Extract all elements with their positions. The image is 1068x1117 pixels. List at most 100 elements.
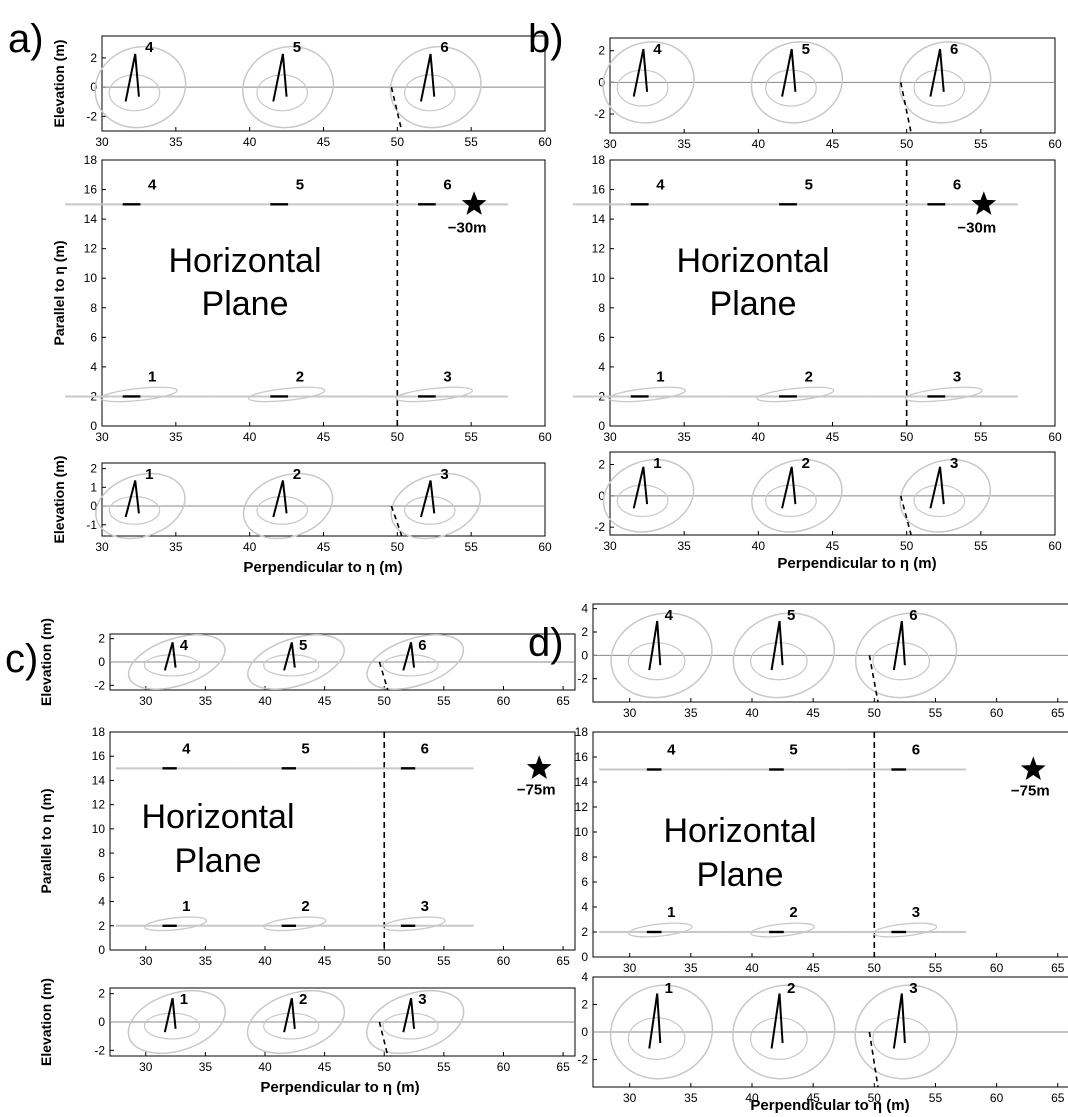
x-tick-label: 50: [391, 135, 405, 149]
y-tick-label: 2: [98, 632, 105, 646]
y-tick-label: 10: [575, 825, 589, 839]
particle-path: [929, 466, 945, 509]
sensor-label: 4: [667, 742, 676, 759]
sensor-label: 4: [665, 607, 674, 624]
orbit-trace: [395, 386, 474, 403]
panel-a: a)30354045505560-20245630354045505560024…: [8, 17, 552, 554]
orbit-trace: [750, 1017, 808, 1060]
particle-path: [283, 997, 296, 1033]
x-tick-label: 35: [199, 1060, 213, 1074]
x-tick-label: 35: [677, 430, 691, 444]
wavefront-dashed-line: [378, 661, 389, 691]
sensor-label: 2: [301, 898, 309, 915]
x-tick-label: 65: [1051, 961, 1065, 975]
y-tick-label: 18: [592, 153, 606, 167]
subplot-top: 30 35 40 45 50 55 60 65-202 4 5 6: [94, 632, 576, 708]
orbit-trace: [872, 1017, 931, 1060]
source-star: [971, 191, 997, 215]
wavefront-dashed-line: [868, 655, 879, 703]
x-tick-label: 60: [1048, 137, 1062, 151]
particle-path: [419, 53, 436, 102]
orbit-trace: [389, 45, 482, 129]
y-tick-label: 2: [598, 458, 605, 472]
y-axis-label-elevation-top: Elevation (m): [38, 618, 54, 706]
x-tick-label: 30: [603, 539, 617, 553]
y-tick-label: 6: [98, 870, 105, 884]
x-tick-label: 30: [139, 954, 153, 968]
plot-frame: [101, 35, 546, 132]
orbit-trace: [404, 496, 456, 525]
sensor-label: 3: [440, 466, 448, 483]
panel-letter: a): [8, 17, 44, 61]
plot-frame: [609, 451, 1056, 536]
sensor-label: 5: [301, 740, 309, 757]
source-star: [1020, 756, 1046, 780]
particle-path: [648, 993, 662, 1049]
sensor-label: 1: [653, 455, 661, 472]
sensor-label: 2: [293, 466, 301, 483]
orbit-trace: [913, 484, 966, 518]
y-tick-label: 16: [92, 749, 106, 763]
x-tick-label: 50: [868, 706, 882, 720]
sensor-label: 1: [667, 904, 675, 921]
y-axis-label-parallel: Parallel to η (m): [51, 240, 67, 345]
y-tick-label: 4: [581, 602, 588, 616]
orbit-trace: [602, 41, 695, 124]
x-tick-label: 55: [464, 135, 478, 149]
sensor-label: 4: [180, 637, 189, 654]
orbit-trace: [366, 989, 465, 1055]
sensor-label: 6: [909, 607, 917, 624]
sensor-label: 1: [665, 980, 673, 997]
sensor-label: 6: [912, 742, 920, 759]
sensor-label: 3: [418, 991, 426, 1008]
x-tick-label: 60: [1048, 539, 1062, 553]
x-tick-label: 40: [258, 1060, 272, 1074]
y-axis-label-elevation-bottom: Elevation (m): [51, 456, 67, 544]
orbit-trace: [263, 916, 327, 932]
y-tick-label: 0: [98, 655, 105, 669]
y-tick-label: 2: [90, 462, 97, 476]
orbit-trace: [765, 69, 817, 107]
particle-path: [781, 48, 797, 97]
wavefront-dashed-line: [378, 1021, 389, 1057]
particle-path: [272, 53, 288, 102]
sensor-label: 1: [148, 368, 156, 385]
orbit-trace: [899, 41, 992, 124]
x-tick-label: 40: [752, 539, 766, 553]
x-tick-label: 50: [900, 430, 914, 444]
orbit-trace: [609, 984, 714, 1080]
x-tick-label: 30: [623, 1091, 637, 1105]
x-tick-label: 45: [806, 961, 820, 975]
orbit-trace: [127, 989, 226, 1055]
particle-path: [632, 466, 649, 509]
y-tick-label: 4: [90, 360, 97, 374]
sensor-label: 2: [789, 904, 797, 921]
x-tick-label: 55: [929, 1091, 943, 1105]
orbit-trace: [616, 69, 669, 107]
y-tick-label: 18: [92, 725, 106, 739]
x-tick-label: 30: [95, 540, 109, 554]
orbit-trace: [263, 654, 320, 677]
sensor-label: 6: [418, 637, 426, 654]
sensor-label: 5: [805, 176, 813, 193]
subplot-middle: 30354045505560024681012141618123456−30mH…: [65, 153, 552, 444]
x-tick-label: 45: [317, 430, 331, 444]
plane-label-line1: Horizontal: [168, 242, 321, 280]
orbit-trace: [382, 654, 439, 677]
orbit-trace: [750, 642, 808, 681]
sensor-label: 2: [299, 991, 307, 1008]
particle-path: [781, 466, 797, 509]
x-tick-label: 50: [900, 539, 914, 553]
x-tick-label: 40: [243, 540, 257, 554]
orbit-trace: [756, 386, 835, 403]
y-tick-label: 12: [592, 242, 606, 256]
x-tick-label: 45: [318, 1060, 332, 1074]
y-tick-label: 8: [598, 301, 605, 315]
y-tick-label: 14: [84, 212, 98, 226]
y-tick-label: 2: [598, 44, 605, 58]
plot-frame: [101, 159, 546, 427]
y-tick-label: 0: [90, 419, 97, 433]
y-tick-label: 4: [598, 360, 605, 374]
orbit-trace: [390, 472, 482, 540]
